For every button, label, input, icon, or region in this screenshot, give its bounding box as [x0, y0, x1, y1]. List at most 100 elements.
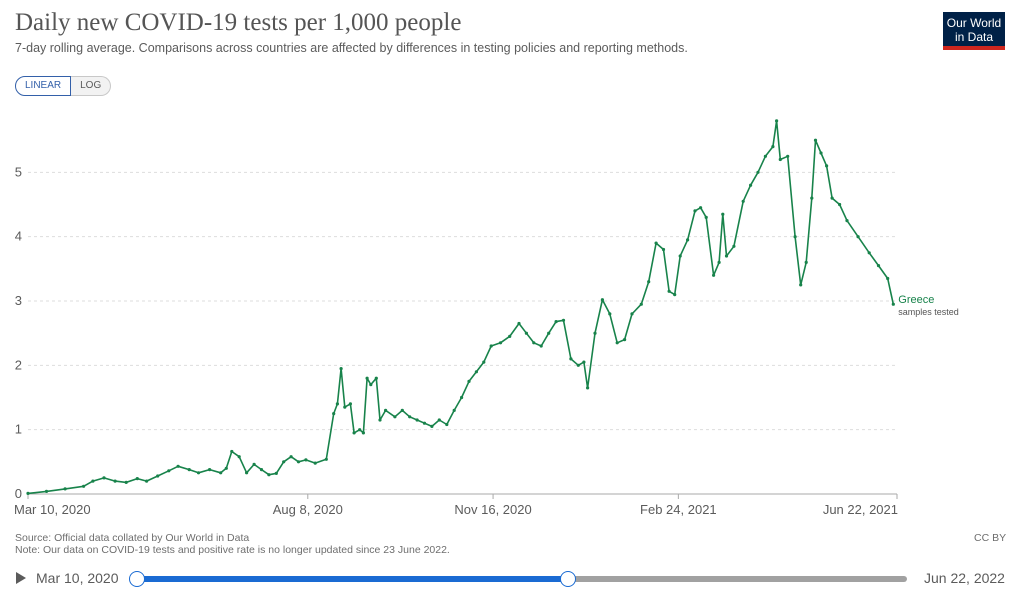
y-tick-label: 0 [15, 486, 22, 501]
data-point [91, 479, 95, 483]
x-tick-label: Feb 24, 2021 [640, 502, 717, 517]
data-point [724, 254, 729, 258]
play-icon[interactable] [16, 572, 26, 584]
data-point [576, 363, 580, 367]
y-tick-label: 4 [15, 229, 22, 244]
series-sublabel: samples tested [898, 307, 959, 317]
data-point [517, 321, 521, 326]
data-point [219, 471, 223, 475]
data-point [639, 302, 643, 306]
data-point [452, 408, 456, 412]
data-point [282, 460, 286, 464]
linear-scale-button[interactable]: LINEAR [15, 76, 72, 96]
data-point [532, 341, 536, 345]
data-point [686, 238, 690, 242]
data-point [274, 471, 278, 475]
chart-title: Daily new COVID-19 tests per 1,000 peopl… [15, 9, 462, 36]
data-point [524, 331, 529, 335]
data-point [352, 431, 356, 435]
data-point [415, 418, 419, 422]
data-point [732, 244, 736, 248]
timeline-track[interactable] [129, 571, 907, 587]
data-point [348, 402, 352, 406]
data-point [167, 469, 171, 473]
data-point [384, 408, 388, 412]
data-point [825, 164, 829, 168]
timeline-start-label: Mar 10, 2020 [36, 570, 119, 586]
y-tick-label: 3 [15, 293, 22, 308]
data-point [673, 293, 677, 297]
data-point [102, 476, 106, 480]
data-point [369, 383, 373, 387]
data-point [113, 479, 117, 483]
data-point [678, 254, 682, 258]
data-point [615, 341, 619, 345]
data-point [374, 376, 378, 380]
data-point [474, 370, 478, 374]
data-point [63, 487, 67, 491]
data-point [508, 334, 512, 338]
line-chart[interactable]: 0 1 2 3 4 5 Mar 10, 2020 Aug 8, 2020 Nov 16, 202… [0, 100, 1014, 525]
data-point [304, 458, 308, 462]
data-point [647, 280, 651, 284]
data-point [793, 235, 797, 239]
timeline-end-handle[interactable] [560, 571, 577, 587]
data-point [600, 298, 605, 302]
data-point [245, 471, 249, 475]
x-tick-label: Jun 22, 2021 [823, 502, 898, 517]
data-point [704, 215, 708, 219]
chart-subtitle: 7-day rolling average. Comparisons acros… [15, 41, 688, 55]
timeline-selection [137, 576, 569, 582]
data-point [856, 235, 860, 239]
data-point [810, 196, 814, 200]
license-link[interactable]: CC BY [974, 532, 1007, 544]
data-point [408, 415, 412, 419]
data-point [804, 260, 808, 264]
data-point [554, 320, 558, 324]
data-point [296, 460, 301, 464]
data-point [44, 489, 49, 493]
data-point [845, 219, 849, 223]
source-text: Source: Official data collated by Our Wo… [15, 532, 250, 544]
data-point [252, 462, 256, 466]
data-point [756, 170, 760, 174]
data-point [335, 402, 339, 406]
data-point [623, 338, 627, 342]
data-point [358, 428, 362, 432]
data-point [586, 386, 590, 390]
data-point [699, 206, 703, 210]
data-point [886, 276, 890, 281]
data-point [712, 273, 716, 277]
timeline: Mar 10, 2020 Jun 22, 2022 [0, 566, 1014, 590]
data-point [156, 474, 160, 478]
data-point [547, 331, 551, 335]
y-tick-label: 5 [15, 164, 22, 179]
data-point [365, 376, 369, 380]
log-scale-button[interactable]: LOG [71, 76, 112, 96]
logo-line-2: in Data [954, 30, 994, 44]
data-point [561, 318, 566, 322]
timeline-start-handle[interactable] [129, 571, 145, 587]
data-point [819, 151, 823, 155]
data-point [693, 209, 697, 213]
data-point [378, 418, 382, 422]
owid-logo[interactable]: Our World in Data [943, 12, 1005, 50]
data-point [176, 464, 180, 468]
data-point [838, 202, 842, 207]
data-point [339, 367, 343, 371]
data-point [717, 260, 721, 264]
data-point [654, 241, 658, 245]
data-point [422, 421, 427, 425]
x-tick-label: Nov 16, 2020 [454, 502, 531, 517]
data-point [749, 183, 753, 187]
data-point [661, 247, 666, 252]
data-point [332, 412, 336, 416]
data-point [741, 199, 745, 203]
data-point [224, 466, 228, 470]
data-point [393, 415, 397, 419]
data-point [489, 344, 493, 348]
data-point [135, 477, 139, 481]
data-point [82, 484, 86, 488]
data-point [343, 405, 347, 409]
y-tick-label: 1 [15, 422, 22, 437]
